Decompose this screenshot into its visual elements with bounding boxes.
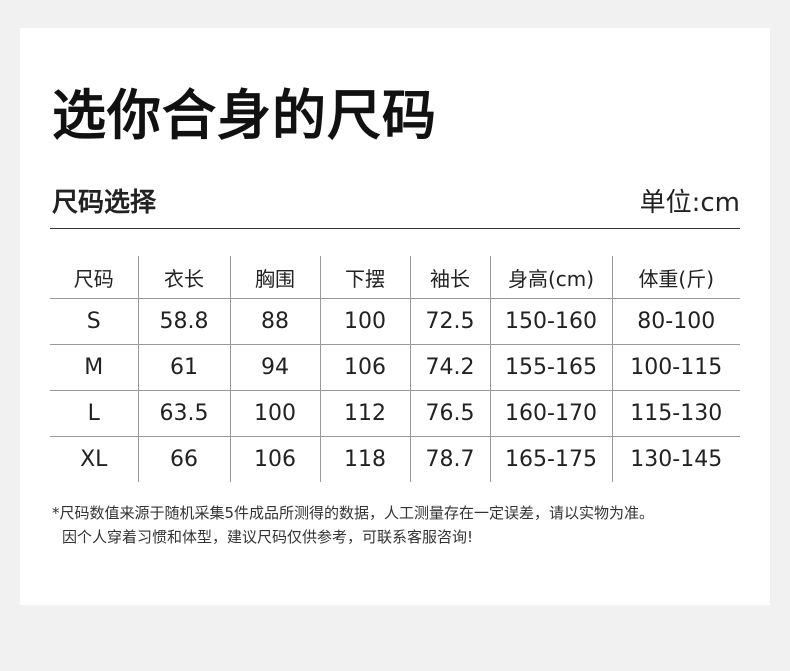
table-cell: 160-170: [489, 390, 612, 437]
header-length: 衣长: [137, 256, 230, 299]
table-row: M 61 94 106 74.2 155-165 100-115: [50, 344, 740, 391]
section-title: 尺码选择: [52, 188, 157, 218]
table-cell: 106: [319, 344, 410, 391]
table-header-row: 尺码 衣长 胸围 下摆 袖长 身高(cm) 体重(斤): [50, 256, 740, 299]
divider: [50, 228, 740, 229]
table-cell: 74.2: [409, 344, 490, 391]
header-chest: 胸围: [229, 256, 320, 299]
size-table: 尺码 衣长 胸围 下摆 袖长 身高(cm) 体重(斤) S 58.8 88 100 72…: [50, 256, 740, 482]
table-cell: S: [50, 298, 138, 345]
table-cell: 165-175: [489, 436, 612, 482]
table-row: L 63.5 100 112 76.5 160-170 115-130: [50, 390, 740, 437]
table-cell: 100: [319, 298, 410, 345]
table-row: XL 66 106 118 78.7 165-175 130-145: [50, 436, 740, 482]
header-hem: 下摆: [319, 256, 410, 299]
table-cell: 66: [137, 436, 230, 482]
header-height: 身高(cm): [489, 256, 612, 299]
table-cell: 58.8: [137, 298, 230, 345]
table-cell: 150-160: [489, 298, 612, 345]
table-cell: 100: [229, 390, 320, 437]
table-cell: M: [50, 344, 138, 391]
page-title: 选你合身的尺码: [52, 84, 437, 147]
table-cell: 63.5: [137, 390, 230, 437]
unit-label: 单位:cm: [639, 188, 740, 218]
table-cell: 118: [319, 436, 410, 482]
table-cell: 72.5: [409, 298, 490, 345]
table-cell: 80-100: [611, 298, 740, 345]
table-cell: 100-115: [611, 344, 740, 391]
table-cell: 61: [137, 344, 230, 391]
header-size: 尺码: [73, 266, 114, 291]
table-cell: 94: [229, 344, 320, 391]
table-cell: 130-145: [611, 436, 740, 482]
table-cell: 115-130: [611, 390, 740, 437]
note-line-2: 因个人穿着习惯和体型，建议尺码仅供参考，可联系客服咨询!: [62, 528, 474, 546]
header-sleeve: 袖长: [409, 256, 490, 299]
note-line-1: *尺码数值来源于随机采集5件成品所测得的数据，人工测量存在一定误差，请以实物为准…: [52, 504, 655, 522]
table-cell: 88: [229, 298, 320, 345]
table-cell: XL: [50, 436, 138, 482]
table-row: S 58.8 88 100 72.5 150-160 80-100: [50, 298, 740, 345]
table-cell: 76.5: [409, 390, 490, 437]
table-cell: 106: [229, 436, 320, 482]
table-cell: 155-165: [489, 344, 612, 391]
table-cell: L: [50, 390, 138, 437]
table-cell: 78.7: [409, 436, 490, 482]
header-weight: 体重(斤): [611, 256, 740, 299]
table-cell: 112: [319, 390, 410, 437]
